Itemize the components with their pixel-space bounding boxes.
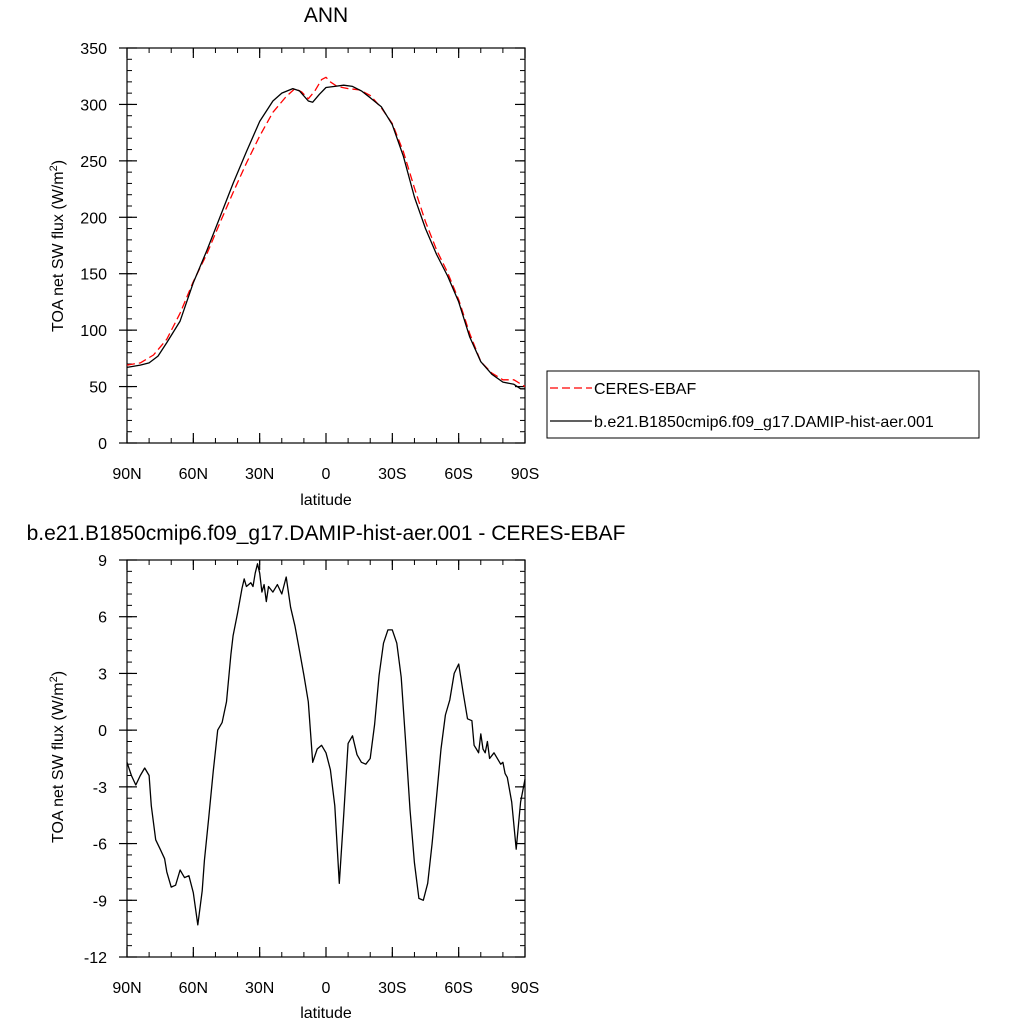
- bottom-x-tick-label: 90N: [112, 980, 141, 997]
- bottom-x-tick-label: 60N: [179, 980, 208, 997]
- bottom-series-line-0: [126, 563, 526, 926]
- top-x-tick-label: 60N: [179, 466, 208, 483]
- top-y-tick-label: 150: [80, 267, 107, 284]
- top-y-axis-label: TOA net SW flux (W/m2): [48, 160, 67, 332]
- legend-label-ceres: CERES-EBAF: [594, 381, 696, 398]
- bottom-panel: b.e21.B1850cmip6.f09_g17.DAMIP-hist-aer.…: [27, 522, 626, 1022]
- top-plot-frame: [126, 47, 526, 444]
- top-series-line-0: [126, 76, 526, 388]
- bottom-y-tick-label: -9: [93, 893, 107, 910]
- top-x-axis-label: latitude: [300, 492, 352, 509]
- bottom-y-tick-label: -3: [93, 780, 107, 797]
- bottom-y-tick-label: 3: [98, 666, 107, 683]
- top-panel: ANN 90N 60N 30N 0 30S 60S 90S 0 50 100 150 200 250 30…: [48, 4, 980, 509]
- bottom-x-tick-label: 30N: [245, 980, 274, 997]
- bottom-y-tick-label: 9: [98, 553, 107, 570]
- legend-box: [546, 370, 980, 439]
- bottom-plot-frame: [126, 559, 526, 958]
- bottom-chart-title: b.e21.B1850cmip6.f09_g17.DAMIP-hist-aer.…: [27, 522, 626, 545]
- bottom-x-tick-label: 0: [322, 980, 331, 997]
- bottom-x-tick-label: 30S: [378, 980, 406, 997]
- bottom-y-tick-label: -12: [84, 950, 107, 967]
- legend: CERES-EBAF b.e21.B1850cmip6.f09_g17.DAMI…: [546, 370, 980, 439]
- top-x-tick-label: 90N: [112, 466, 141, 483]
- top-y-tick-label: 100: [80, 323, 107, 340]
- top-y-tick-label: 50: [89, 380, 107, 397]
- top-x-tick-label: 90S: [511, 466, 539, 483]
- top-plot-area: 90N 60N 30N 0 30S 60S 90S 0 50 100 150 200 250 300 350: [80, 41, 539, 483]
- bottom-x-tick-label: 90S: [511, 980, 539, 997]
- top-chart-title: ANN: [304, 4, 348, 27]
- top-y-tick-label: 200: [80, 210, 107, 227]
- legend-label-model: b.e21.B1850cmip6.f09_g17.DAMIP-hist-aer.…: [594, 414, 934, 431]
- bottom-y-tick-label: 0: [98, 723, 107, 740]
- top-y-tick-label: 250: [80, 154, 107, 171]
- bottom-y-axis-label: TOA net SW flux (W/m2): [48, 671, 67, 843]
- top-y-tick-label: 300: [80, 97, 107, 114]
- top-y-tick-label: 350: [80, 41, 107, 58]
- bottom-y-tick-label: -6: [93, 837, 107, 854]
- top-y-tick-label: 0: [98, 436, 107, 453]
- top-x-tick-label: 30S: [378, 466, 406, 483]
- top-x-tick-label: 60S: [444, 466, 472, 483]
- bottom-y-tick-label: 6: [98, 610, 107, 627]
- bottom-x-axis-label: latitude: [300, 1005, 352, 1022]
- bottom-plot-area: 90N 60N 30N 0 30S 60S 90S -12 -9 -6 -3 0 3 6 9: [84, 553, 539, 997]
- top-series-line-1: [126, 84, 525, 390]
- bottom-x-tick-label: 60S: [444, 980, 472, 997]
- top-x-tick-label: 0: [322, 466, 331, 483]
- top-x-tick-label: 30N: [245, 466, 274, 483]
